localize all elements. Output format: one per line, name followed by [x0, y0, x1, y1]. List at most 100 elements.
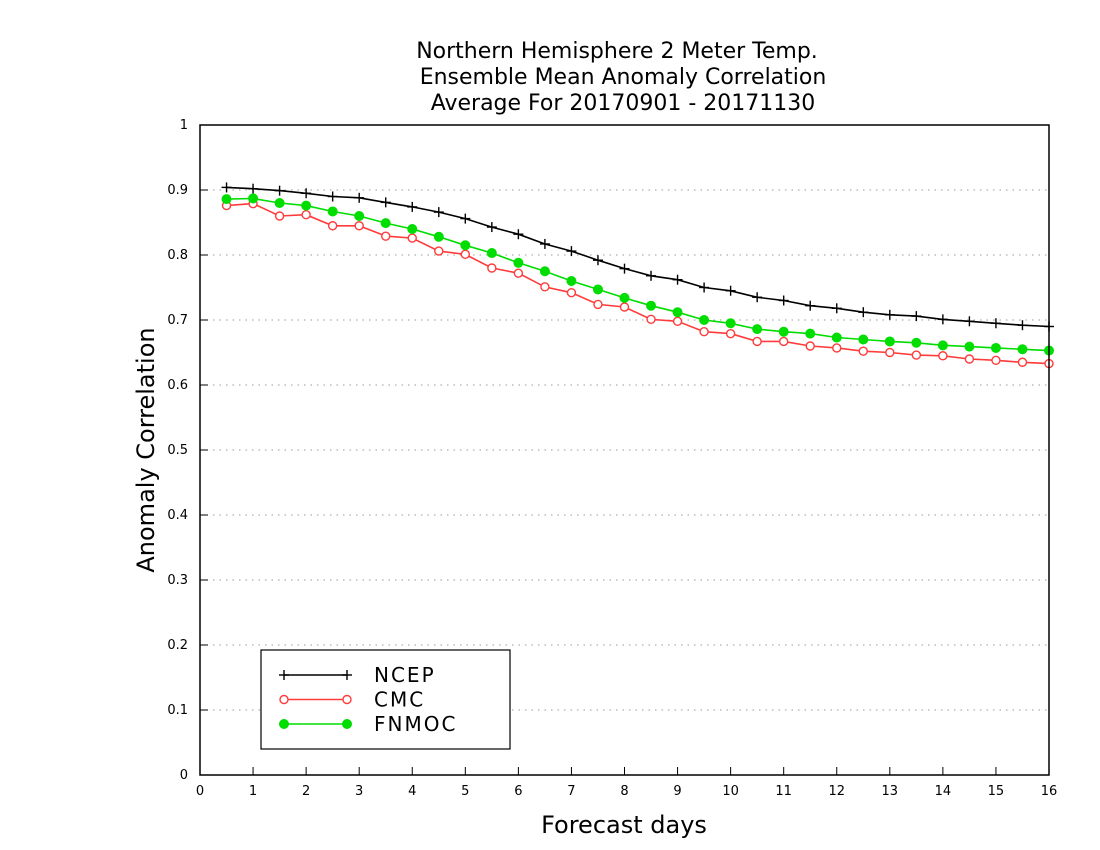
x-tick-label: 4: [408, 784, 416, 799]
data-point-cmc: [460, 249, 471, 260]
data-point-cmc: [354, 221, 364, 231]
data-point-cmc: [513, 268, 524, 278]
data-point-cmc: [911, 350, 922, 360]
legend-item-cmc: CMC: [279, 688, 423, 712]
data-point-fnmoc: [1017, 344, 1028, 355]
y-tick-label: 1: [180, 118, 188, 133]
data-point-ncep: [513, 229, 524, 240]
data-point-ncep: [937, 314, 948, 325]
legend-marker-ncep: [342, 670, 352, 680]
title-line-3: Average For 20170901 - 20171130: [431, 91, 816, 116]
series-line-cmc: [226, 202, 1050, 365]
data-point-cmc: [274, 211, 285, 221]
data-point-cmc: [778, 336, 789, 347]
data-point-fnmoc: [380, 218, 391, 229]
data-point-ncep: [486, 222, 497, 233]
data-point-fnmoc: [911, 337, 922, 348]
data-point-cmc: [832, 343, 842, 353]
data-point-fnmoc: [301, 200, 312, 211]
series-line-ncep: [226, 186, 1050, 328]
data-point-ncep: [380, 197, 391, 208]
data-point-cmc: [885, 347, 895, 358]
x-tick-label: 16: [1041, 784, 1058, 799]
data-point-fnmoc: [592, 284, 603, 295]
data-point-ncep: [566, 246, 577, 257]
legend-label-fnmoc: FNMOC: [374, 712, 457, 736]
series-fnmoc: [221, 193, 1054, 356]
series-line-fnmoc: [226, 197, 1050, 352]
data-point-fnmoc: [433, 231, 444, 242]
data-point-cmc: [858, 346, 868, 356]
data-point-fnmoc: [566, 276, 577, 286]
data-point-fnmoc: [831, 332, 842, 343]
data-point-fnmoc: [858, 334, 869, 345]
title-line-1: Northern Hemisphere 2 Meter Temp.: [416, 39, 818, 64]
data-point-ncep: [752, 292, 763, 303]
data-point-cmc: [1017, 357, 1028, 367]
data-point-fnmoc: [646, 300, 657, 311]
data-point-fnmoc: [539, 266, 550, 277]
data-point-fnmoc: [513, 257, 524, 268]
x-tick-label: 1: [249, 784, 257, 799]
data-point-fnmoc: [327, 206, 338, 217]
data-point-cmc: [646, 314, 656, 325]
y-tick-label: 0.2: [167, 638, 188, 653]
data-point-ncep: [327, 191, 338, 202]
data-point-cmc: [301, 209, 311, 220]
data-point-cmc: [566, 288, 577, 298]
legend-item-ncep: NCEP: [279, 663, 436, 687]
legend-label-ncep: NCEP: [374, 663, 436, 687]
data-point-ncep: [725, 285, 736, 296]
data-point-cmc: [752, 336, 762, 347]
data-point-ncep: [221, 182, 232, 193]
data-point-ncep: [619, 263, 630, 274]
y-tick-label: 0.6: [167, 378, 188, 393]
data-point-ncep: [460, 213, 471, 224]
data-point-ncep: [646, 270, 657, 281]
data-point-cmc: [327, 221, 338, 231]
series-ncep: [221, 182, 1054, 332]
title-line-2: Ensemble Mean Anomaly Correlation: [420, 65, 827, 90]
data-point-fnmoc: [274, 198, 285, 208]
data-point-fnmoc: [407, 224, 418, 234]
y-tick-label: 0.3: [167, 573, 188, 588]
data-point-ncep: [354, 192, 365, 203]
data-point-ncep: [990, 318, 1001, 329]
data-point-fnmoc: [354, 211, 365, 221]
data-point-fnmoc: [990, 342, 1001, 353]
y-axis-label: Anomaly Correlation: [132, 327, 160, 572]
data-point-fnmoc: [486, 248, 497, 259]
data-point-fnmoc: [248, 193, 259, 204]
data-point-cmc: [593, 299, 603, 310]
data-point-fnmoc: [805, 328, 816, 339]
data-point-fnmoc: [672, 307, 683, 318]
x-tick-label: 5: [461, 784, 469, 799]
legend-marker-cmc: [342, 694, 352, 705]
data-point-cmc: [991, 355, 1001, 365]
data-point-fnmoc: [221, 194, 232, 205]
data-point-cmc: [725, 328, 736, 339]
x-tick-label: 8: [620, 784, 628, 799]
data-point-cmc: [619, 302, 630, 312]
x-tick-label: 12: [828, 784, 845, 799]
data-point-ncep: [778, 295, 789, 306]
legend-marker-ncep: [279, 670, 289, 680]
x-tick-label: 11: [775, 784, 792, 799]
series-cmc: [221, 198, 1054, 369]
data-point-ncep: [301, 188, 312, 199]
x-axis-ticks: 0 1 2 3 4 5 6 7 8 9 10 11 12 13 14 15 16: [196, 767, 1057, 799]
x-tick-label: 13: [882, 784, 899, 799]
x-tick-label: 14: [935, 784, 952, 799]
data-point-cmc: [434, 246, 444, 256]
plot-frame: [199, 124, 1050, 776]
data-point-cmc: [381, 231, 391, 241]
data-point-fnmoc: [964, 341, 975, 352]
series-group: [221, 182, 1054, 369]
data-point-ncep: [884, 309, 895, 320]
data-point-fnmoc: [752, 324, 763, 335]
legend-marker-cmc: [279, 694, 289, 705]
data-point-fnmoc: [937, 340, 948, 351]
y-tick-label: 0.8: [167, 248, 188, 263]
